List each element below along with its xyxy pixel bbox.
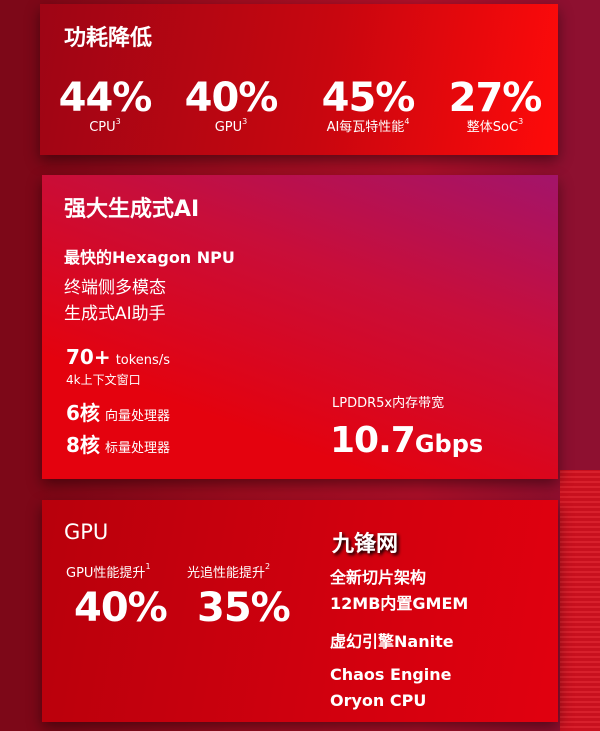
memory-label: LPDDR5x内存带宽 [332,396,445,411]
stat-soc: 27% 整体SoC3 [435,78,555,136]
stat-label: CPU3 [89,117,121,135]
stat-label: AI每瓦特性能4 [326,117,410,135]
feature-item: 全新切片架构 [330,568,427,587]
stat-value: 45% [321,75,416,121]
memory-bandwidth: 10.7Gbps [330,420,484,461]
ai-desc-1: 终端侧多模态 [64,278,166,298]
feature-item: 虚幻引擎Nanite [330,632,454,651]
ai-desc-2: 生成式AI助手 [64,304,166,324]
stat-label: GPU3 [214,117,248,135]
npu-heading: 最快的Hexagon NPU [64,248,235,267]
gpu-perf-value: 40% [74,585,168,631]
gpu-panel: GPU GPU性能提升1 40% 光追性能提升2 35% 九锋网 全新切片架构 … [42,500,558,722]
stat-value: 27% [448,75,543,121]
stat-ai-per-watt: 45% AI每瓦特性能4 [308,78,428,136]
ai-title: 强大生成式AI [64,197,200,222]
stat-label: 整体SoC3 [466,117,524,135]
feature-item: Chaos Engine [330,665,452,684]
context-window: 4k上下文窗口 [66,373,141,387]
gpu-perf-label: GPU性能提升1 [66,562,151,582]
watermark: 九锋网 [332,532,399,557]
bg-stripes [560,470,600,731]
stat-cpu: 44% CPU3 [45,78,165,136]
vector-processor: 6核 向量处理器 [66,401,171,425]
rt-perf-label: 光追性能提升2 [187,562,271,582]
scalar-processor: 8核 标量处理器 [66,433,171,457]
stat-gpu: 40% GPU3 [171,78,291,136]
power-title: 功耗降低 [64,26,153,51]
tokens-rate: 70+ tokens/s [66,345,170,369]
feature-item: Oryon CPU [330,691,427,710]
ai-panel: 强大生成式AI 最快的Hexagon NPU 终端侧多模态 生成式AI助手 70… [42,175,558,479]
power-panel: 功耗降低 44% CPU3 40% GPU3 45% AI每瓦特性能4 27% … [40,4,558,155]
gpu-title: GPU [64,520,109,544]
rt-perf-value: 35% [197,585,291,631]
bg-block [0,0,40,731]
stat-value: 44% [58,75,153,121]
feature-item: 12MB内置GMEM [330,594,469,613]
stat-value: 40% [184,75,279,121]
